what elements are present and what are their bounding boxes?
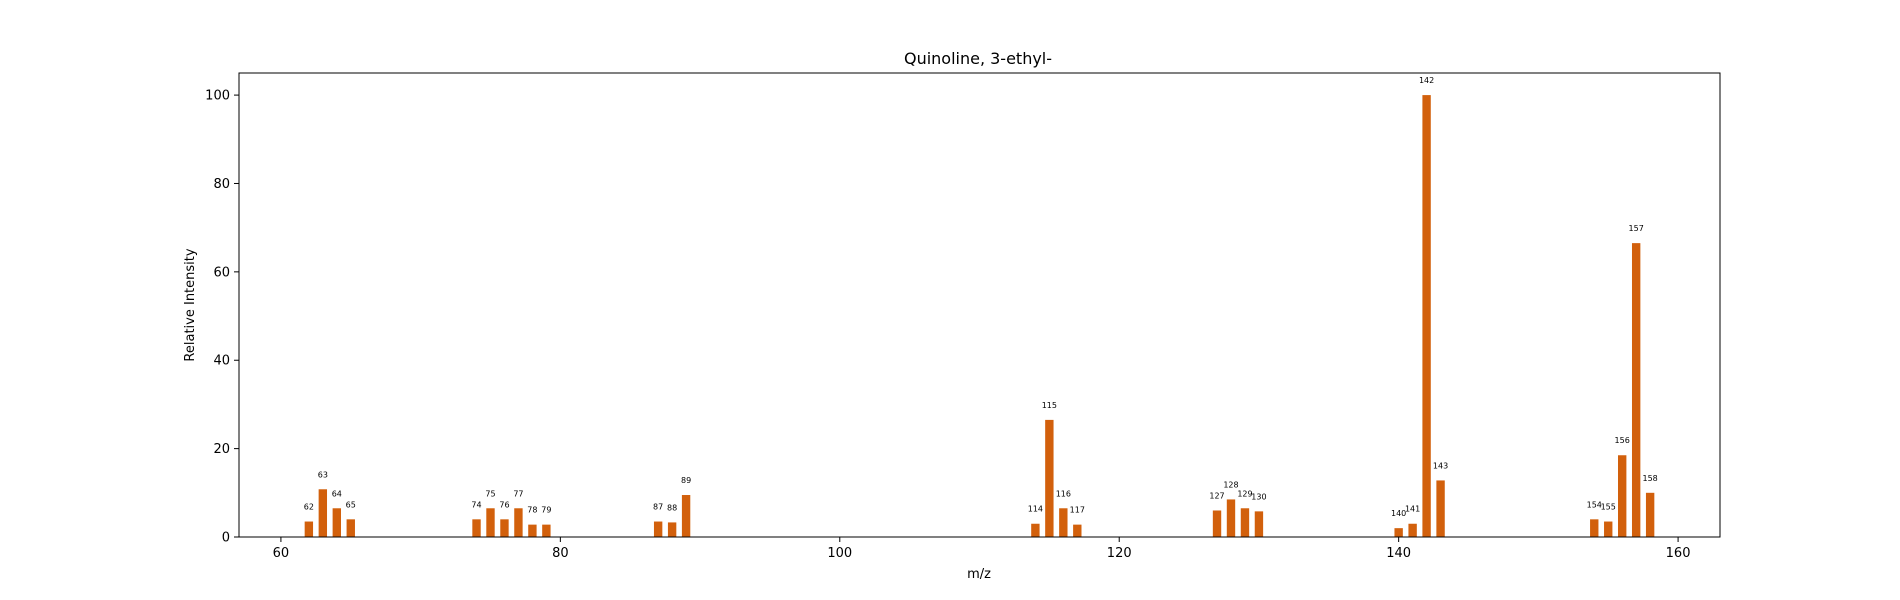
bar-mz-157 (1631, 243, 1641, 537)
bar-mz-142 (1422, 95, 1431, 537)
chart-title: Quinoline, 3-ethyl- (904, 49, 1052, 68)
bar-mz-127 (1212, 510, 1222, 537)
data-label-mz-127: 127 (1209, 491, 1224, 500)
x-axis-label: m/z (967, 567, 991, 582)
x-tick-label: 100 (827, 546, 852, 561)
data-label-mz-114: 114 (1028, 505, 1043, 514)
bar-mz-114 (1031, 523, 1040, 537)
bar-mz-63 (318, 489, 328, 537)
bar-mz-74 (472, 519, 481, 537)
bar-mz-143 (1436, 480, 1445, 537)
y-tick-label: 60 (213, 265, 230, 280)
data-label-mz-65: 65 (346, 500, 356, 509)
data-label-mz-157: 157 (1629, 224, 1644, 233)
y-tick-label: 80 (213, 177, 230, 192)
data-label-mz-76: 76 (499, 500, 509, 509)
data-label-mz-142: 142 (1419, 76, 1434, 85)
bar-mz-115 (1045, 419, 1054, 537)
data-label-mz-140: 140 (1391, 509, 1406, 518)
bars-layer (304, 95, 1655, 537)
data-label-mz-115: 115 (1042, 401, 1057, 410)
data-label-mz-154: 154 (1587, 500, 1602, 509)
y-axis-label: Relative Intensity (183, 248, 198, 361)
data-label-mz-74: 74 (471, 500, 481, 509)
data-label-mz-88: 88 (667, 503, 677, 512)
bar-mz-62 (304, 521, 314, 537)
bar-mz-141 (1408, 523, 1417, 537)
y-axis-ticks: 0 20 40 60 80 100 (205, 89, 239, 546)
data-label-mz-143: 143 (1433, 461, 1448, 470)
y-tick-label: 0 (222, 531, 230, 546)
data-label-mz-77: 77 (513, 489, 523, 498)
data-label-mz-141: 141 (1405, 505, 1420, 514)
bar-mz-77 (514, 508, 523, 537)
data-label-mz-64: 64 (332, 489, 342, 498)
x-tick-label: 60 (273, 546, 290, 561)
bar-mz-140 (1394, 528, 1403, 537)
bar-mz-65 (346, 519, 355, 537)
data-label-mz-75: 75 (485, 489, 495, 498)
x-tick-label: 140 (1386, 546, 1411, 561)
y-tick-label: 20 (213, 442, 230, 457)
data-label-mz-62: 62 (304, 503, 314, 512)
bar-mz-64 (332, 508, 341, 537)
data-label-mz-128: 128 (1223, 480, 1238, 489)
bar-mz-128 (1226, 499, 1236, 537)
bar-mz-155 (1604, 521, 1613, 537)
bar-mz-154 (1590, 519, 1599, 537)
data-label-mz-156: 156 (1615, 436, 1630, 445)
bar-mz-130 (1254, 511, 1264, 537)
data-label-mz-158: 158 (1643, 474, 1658, 483)
bar-mz-117 (1073, 524, 1082, 537)
bar-mz-79 (542, 524, 551, 537)
bar-mz-116 (1059, 508, 1068, 537)
data-label-mz-63: 63 (318, 470, 328, 479)
plot-frame (238, 72, 1721, 538)
data-label-mz-87: 87 (653, 503, 663, 512)
y-tick-label: 100 (205, 89, 230, 104)
y-tick-label: 40 (213, 354, 230, 369)
x-tick-label: 120 (1107, 546, 1132, 561)
bar-mz-158 (1645, 492, 1655, 537)
bar-mz-87 (653, 521, 663, 537)
x-axis-ticks: 60 80 100 120 140 160 (273, 537, 1691, 561)
data-label-mz-130: 130 (1251, 492, 1266, 501)
data-label-mz-78: 78 (527, 506, 537, 515)
bar-mz-129 (1240, 508, 1250, 537)
bar-mz-156 (1618, 455, 1627, 537)
bar-mz-76 (500, 519, 509, 537)
data-label-mz-116: 116 (1056, 489, 1071, 498)
data-label-mz-79: 79 (541, 506, 551, 515)
data-labels-layer: 62 63 64 65 74 75 76 77 78 79 87 88 89 114 115 116 117 12… (304, 76, 1658, 518)
data-label-mz-89: 89 (681, 476, 691, 485)
x-tick-label: 80 (552, 546, 569, 561)
bar-mz-78 (528, 524, 537, 537)
bar-mz-88 (667, 522, 677, 537)
bar-mz-75 (486, 508, 495, 537)
data-label-mz-117: 117 (1070, 506, 1085, 515)
data-label-mz-155: 155 (1601, 503, 1616, 512)
x-tick-label: 160 (1666, 546, 1691, 561)
bar-mz-89 (681, 495, 691, 537)
data-label-mz-129: 129 (1237, 489, 1252, 498)
